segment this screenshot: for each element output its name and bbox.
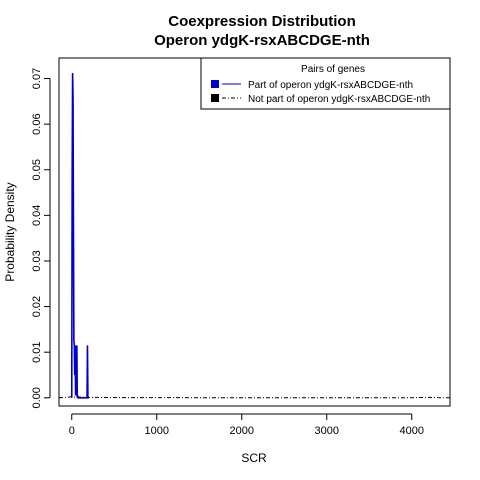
y-tick-label: 0.06 — [31, 113, 43, 134]
x-tick-label: 3000 — [315, 425, 339, 437]
legend-swatch-part — [211, 80, 219, 88]
legend-title: Pairs of genes — [301, 64, 365, 75]
y-tick-label: 0.04 — [31, 205, 43, 226]
title-line-1: Coexpression Distribution — [168, 13, 356, 30]
x-axis-label: SCR — [241, 451, 267, 465]
x-tick-label: 1000 — [145, 425, 169, 437]
legend-swatch-not-part — [211, 94, 219, 102]
x-tick-label: 4000 — [400, 425, 424, 437]
y-tick-label: 0.01 — [31, 341, 43, 362]
y-tick-label: 0.02 — [31, 296, 43, 317]
legend-entry-not-part: Not part of operon ydgK-rsxABCDGE-nth — [248, 94, 430, 105]
y-axis: 0.00 0.01 0.02 0.03 0.04 0.05 0.06 0.07 — [31, 68, 51, 409]
y-axis-label: Probability Density — [3, 182, 17, 281]
y-tick-label: 0.03 — [31, 250, 43, 271]
series-line-part-of-operon — [70, 73, 89, 399]
series-line-not-part-of-operon — [58, 396, 451, 399]
series-layer — [58, 73, 451, 399]
y-tick-label: 0.00 — [31, 387, 43, 408]
legend-box — [200, 57, 451, 110]
plot-frame — [58, 57, 451, 407]
legend: Pairs of genes Part of operon ydgK-rsxAB… — [200, 57, 451, 110]
y-tick-label: 0.05 — [31, 159, 43, 180]
x-axis: 0 1000 2000 3000 4000 — [69, 413, 424, 437]
title-line-2: Operon ydgK-rsxABCDGE-nth — [154, 32, 370, 49]
x-tick-label: 0 — [69, 425, 75, 437]
legend-entry-part: Part of operon ydgK-rsxABCDGE-nth — [248, 80, 413, 91]
y-tick-label: 0.07 — [31, 68, 43, 89]
x-tick-label: 2000 — [230, 425, 254, 437]
chart-title: Coexpression Distribution Operon ydgK-rs… — [154, 13, 370, 49]
